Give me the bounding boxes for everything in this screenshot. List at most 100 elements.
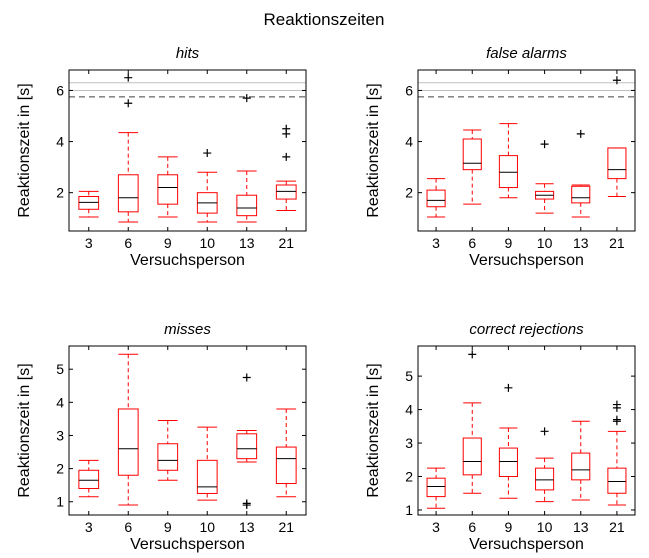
- axes-frame: [417, 345, 636, 516]
- box-21: [275, 408, 297, 498]
- panel-title: hits: [176, 45, 200, 62]
- box-13: [571, 420, 591, 501]
- y-tick-label: 3: [56, 427, 64, 443]
- x-tick-label: 3: [432, 519, 440, 535]
- box-6: [117, 353, 139, 506]
- outlier-marker: [468, 350, 477, 359]
- y-tick-label: 2: [405, 469, 413, 485]
- box-13: [236, 373, 258, 510]
- x-axis-label: Versuchsperson: [469, 252, 584, 269]
- iqr-box: [236, 194, 258, 217]
- x-axis-label: Versuchsperson: [130, 536, 245, 553]
- y-axis-label: Reaktionszeit in [s]: [365, 83, 382, 217]
- x-tick-label: 6: [124, 235, 132, 251]
- panel-3: 1 2 3 4 5 3 6 9 10 13 21 misses Versuchsperson Reakti…: [16, 321, 307, 553]
- panel-4: 1 2 3 4 5 3 6 9 10 13 21 correct rejections Versuchs…: [365, 321, 636, 553]
- iqr-box: [78, 469, 100, 489]
- y-tick-label: 4: [405, 402, 413, 418]
- box-9: [157, 156, 179, 218]
- outlier-marker: [282, 152, 291, 161]
- box-9: [498, 123, 518, 199]
- outlier-marker: [203, 149, 212, 158]
- x-tick-label: 10: [199, 235, 215, 251]
- panel-title: correct rejections: [469, 321, 584, 338]
- iqr-box: [157, 443, 179, 471]
- outlier-marker: [576, 129, 585, 138]
- outlier-marker: [124, 99, 133, 108]
- outlier-marker: [242, 499, 251, 508]
- x-tick-label: 10: [537, 519, 553, 535]
- outlier-marker: [612, 76, 621, 85]
- outlier-marker: [612, 415, 621, 424]
- x-tick-label: 6: [468, 235, 476, 251]
- axes-frame: [68, 345, 307, 516]
- x-tick-label: 13: [239, 519, 255, 535]
- box-10: [535, 140, 555, 214]
- box-10: [196, 426, 218, 501]
- x-tick-label: 13: [239, 235, 255, 251]
- box-21: [607, 400, 627, 506]
- x-tick-label: 3: [85, 519, 93, 535]
- box-3: [78, 459, 100, 498]
- y-tick-label: 5: [56, 361, 64, 377]
- box-9: [157, 420, 179, 481]
- x-axis-label: Versuchsperson: [130, 252, 245, 269]
- y-tick-label: 4: [405, 134, 413, 150]
- box-3: [78, 190, 100, 218]
- iqr-box: [462, 138, 482, 171]
- axes-frame: [417, 69, 636, 232]
- iqr-box: [462, 437, 482, 476]
- box-21: [275, 124, 297, 212]
- iqr-box: [571, 185, 591, 204]
- iqr-box: [236, 433, 258, 460]
- box-6: [117, 73, 139, 223]
- outlier-marker: [242, 373, 251, 382]
- y-axis-label: Reaktionszeit in [s]: [16, 363, 33, 497]
- x-tick-label: 21: [278, 519, 294, 535]
- y-tick-label: 6: [405, 82, 413, 98]
- x-tick-label: 9: [164, 519, 172, 535]
- x-tick-label: 21: [609, 519, 625, 535]
- x-tick-label: 6: [124, 519, 132, 535]
- iqr-box: [498, 155, 518, 189]
- iqr-box: [498, 447, 518, 478]
- box-6: [462, 350, 482, 494]
- box-3: [426, 178, 446, 218]
- x-tick-label: 9: [505, 519, 513, 535]
- iqr-box: [571, 452, 591, 481]
- outlier-marker: [282, 124, 291, 133]
- iqr-box: [535, 467, 555, 491]
- x-axis-label: Versuchsperson: [469, 536, 584, 553]
- y-tick-label: 2: [56, 461, 64, 477]
- box-3: [426, 467, 446, 509]
- x-tick-label: 10: [199, 519, 215, 535]
- panel-title: misses: [164, 321, 211, 338]
- y-tick-label: 1: [56, 494, 64, 510]
- x-tick-label: 3: [85, 235, 93, 251]
- iqr-box: [607, 147, 627, 180]
- box-10: [196, 149, 218, 223]
- y-tick-label: 2: [405, 185, 413, 201]
- y-tick-label: 3: [405, 435, 413, 451]
- x-tick-label: 21: [278, 235, 294, 251]
- box-13: [571, 129, 591, 218]
- iqr-box: [157, 174, 179, 205]
- figure-title: Reaktionszeiten: [264, 10, 385, 29]
- axes-frame: [68, 69, 307, 232]
- y-axis-label: Reaktionszeit in [s]: [16, 83, 33, 217]
- iqr-box: [275, 446, 297, 485]
- panel-title: false alarms: [486, 45, 567, 62]
- y-tick-label: 4: [56, 134, 64, 150]
- iqr-box: [117, 408, 139, 476]
- x-tick-label: 13: [573, 519, 589, 535]
- panel-2: 2 4 6 3 6 9 10 13 21 false alarms Versuchsperson Re…: [365, 45, 636, 269]
- y-tick-label: 5: [405, 368, 413, 384]
- outlier-marker: [612, 400, 621, 409]
- iqr-box: [607, 467, 627, 494]
- box-10: [535, 427, 555, 503]
- outlier-marker: [504, 383, 513, 392]
- iqr-box: [426, 189, 446, 208]
- iqr-box: [78, 196, 100, 210]
